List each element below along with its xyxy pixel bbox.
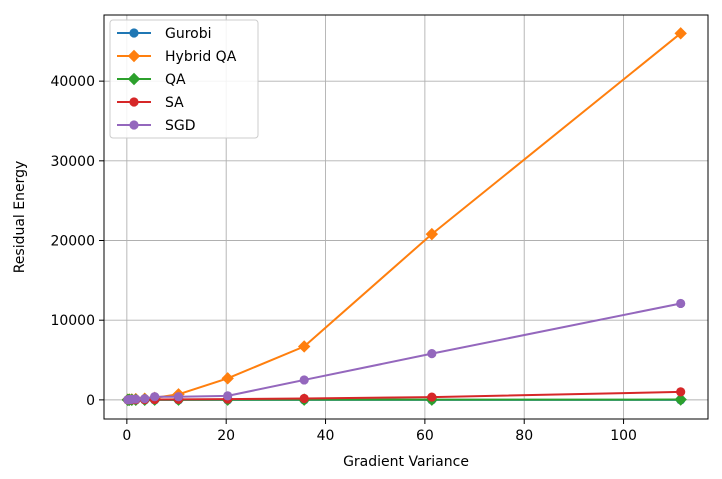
data-point-sgd: [140, 394, 150, 404]
y-axis-label: Residual Energy: [12, 161, 28, 274]
data-point-qa: [674, 393, 687, 406]
legend-marker: [127, 72, 141, 86]
data-point-sgd: [427, 349, 437, 359]
data-point-hybrid-qa: [674, 27, 687, 40]
legend-item-sa: SA: [117, 95, 184, 111]
data-point-sa: [427, 392, 437, 402]
ticks: 0 20 40 60 80 100 0 10000 20000 30000 40000: [50, 74, 636, 444]
data-point-sgd: [223, 391, 233, 401]
x-tick-label: 100: [610, 428, 637, 444]
data-point-sgd: [676, 298, 686, 309]
legend-item-gurobi: Gurobi: [117, 26, 212, 42]
series-sgd: [123, 298, 686, 405]
legend-label: SGD: [165, 118, 196, 134]
x-tick-label: 20: [217, 428, 235, 444]
legend-label: QA: [165, 72, 186, 88]
data-point-sa: [299, 393, 309, 404]
data-point-sgd: [150, 392, 160, 402]
y-tick-label: 10000: [50, 313, 95, 329]
data-point-sgd: [299, 375, 309, 385]
legend-label: Gurobi: [165, 26, 212, 42]
series-line-sgd: [127, 302, 681, 401]
legend-item-hybrid-qa: Hybrid QA: [117, 49, 237, 65]
x-tick-label: 80: [515, 428, 533, 444]
legend-item-qa: QA: [117, 72, 186, 88]
legend-marker: [129, 97, 139, 107]
legend: Gurobi Hybrid QA QA SA SGD: [109, 19, 259, 139]
legend-marker: [129, 28, 139, 38]
y-tick-label: 20000: [50, 234, 95, 250]
x-tick-label: 60: [416, 428, 434, 444]
data-point-hybrid-qa: [425, 227, 439, 241]
legend-label: SA: [165, 95, 184, 111]
data-point-sgd: [131, 394, 141, 404]
legend-item-sgd: SGD: [117, 118, 196, 134]
x-tick-label: 40: [317, 428, 335, 444]
data-point-hybrid-qa: [297, 340, 311, 353]
legend-marker: [127, 49, 141, 63]
x-tick-label: 0: [122, 428, 131, 444]
plot-frame: [103, 14, 709, 420]
legend-box: [109, 19, 259, 139]
series-group: [121, 27, 687, 407]
legend-marker: [129, 120, 139, 130]
legend-label: Hybrid QA: [165, 49, 237, 65]
x-axis-label: Gradient Variance: [343, 454, 469, 470]
data-point-sa: [676, 387, 686, 397]
y-tick-label: 30000: [50, 154, 95, 170]
data-point-sgd: [173, 392, 184, 402]
y-tick-label: 0: [86, 393, 95, 409]
data-point-hybrid-qa: [221, 372, 234, 385]
y-tick-label: 40000: [50, 74, 95, 90]
